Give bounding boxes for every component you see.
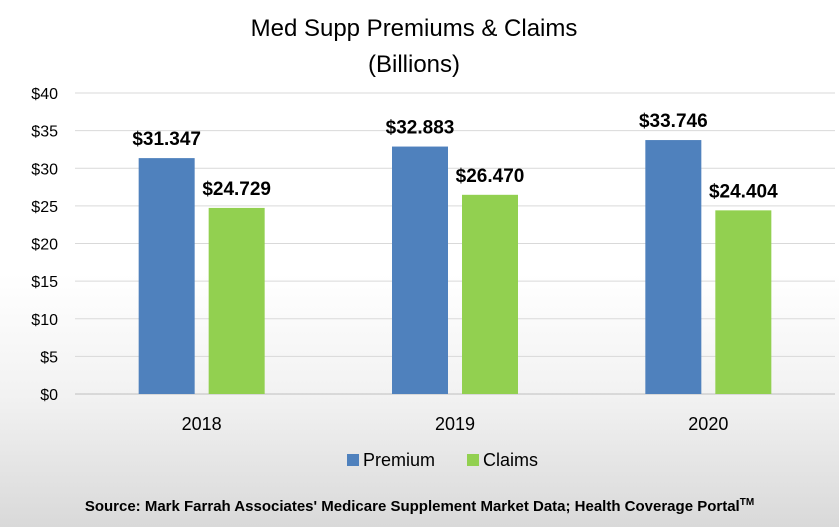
y-tick-label: $0 xyxy=(40,387,58,404)
source-text: Source: Mark Farrah Associates' Medicare… xyxy=(84,498,740,515)
x-axis: 2018 2019 2020 xyxy=(182,414,729,434)
y-tick-label: $20 xyxy=(31,237,58,254)
y-axis: $0 $5 $10 $15 $20 $25 $30 $35 $40 xyxy=(31,86,58,404)
bar-premium-2020 xyxy=(645,140,702,394)
data-labels: $31.347 $24.729 $32.883 $26.470 $33.746 $24.4… xyxy=(132,111,778,202)
x-tick-label: 2019 xyxy=(435,414,475,434)
x-tick-label: 2020 xyxy=(688,414,728,434)
bar-claims-2020 xyxy=(715,210,772,394)
y-tick-label: $10 xyxy=(31,312,58,329)
data-label: $24.729 xyxy=(202,179,271,200)
trademark-superscript: TM xyxy=(739,497,755,508)
bars xyxy=(138,140,772,394)
legend-label-premium: Premium xyxy=(363,450,435,470)
source-note: Source: Mark Farrah Associates' Medicare… xyxy=(0,497,839,515)
data-label: $32.883 xyxy=(386,118,455,139)
legend-swatch-premium xyxy=(347,454,359,466)
legend: Premium Claims xyxy=(347,450,538,470)
gridlines xyxy=(75,92,835,395)
data-label: $26.470 xyxy=(456,166,525,187)
y-tick-label: $5 xyxy=(40,349,58,366)
x-tick-label: 2018 xyxy=(182,414,222,434)
y-tick-label: $30 xyxy=(31,161,58,178)
data-label: $24.404 xyxy=(709,181,778,202)
data-label: $31.347 xyxy=(132,129,201,150)
legend-swatch-claims xyxy=(467,454,479,466)
y-tick-label: $25 xyxy=(31,199,58,216)
bar-claims-2019 xyxy=(462,194,518,394)
y-tick-label: $40 xyxy=(31,86,58,103)
chart-title: Med Supp Premiums & Claims xyxy=(251,15,578,42)
bar-premium-2019 xyxy=(392,146,448,394)
y-tick-label: $15 xyxy=(31,274,58,291)
legend-label-claims: Claims xyxy=(483,450,538,470)
bar-claims-2018 xyxy=(208,207,265,394)
y-tick-label: $35 xyxy=(31,124,58,141)
chart-subtitle: (Billions) xyxy=(368,51,460,78)
bar-premium-2018 xyxy=(138,158,195,394)
data-label: $33.746 xyxy=(639,111,708,132)
